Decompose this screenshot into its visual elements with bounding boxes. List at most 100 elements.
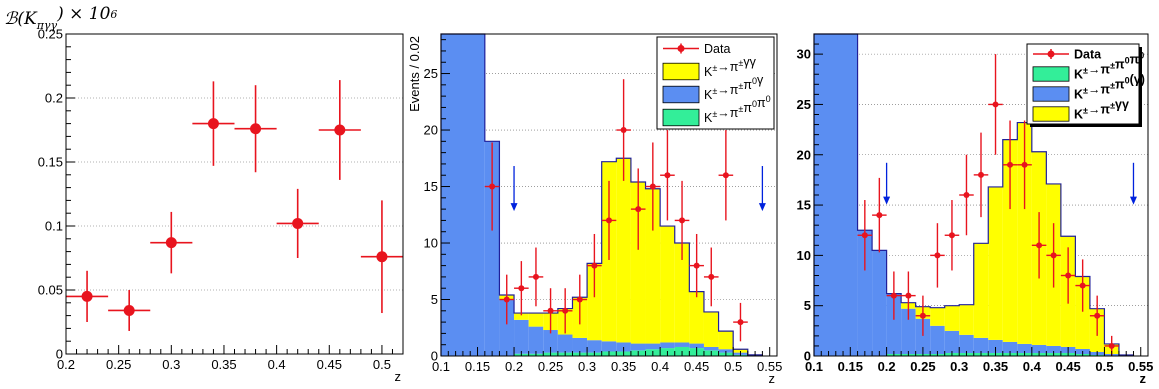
x-tick-label: 0.45 xyxy=(1055,359,1080,374)
histogram-bar xyxy=(959,334,974,353)
y-tick-label: 10 xyxy=(424,236,438,251)
y-axis-title: ℬ(Kπγγ) × 106 xyxy=(4,4,117,32)
data-point xyxy=(992,101,999,108)
histogram-bar xyxy=(484,141,500,356)
data-point xyxy=(165,237,177,249)
x-tick-label: 0.55 xyxy=(757,359,782,374)
histogram-bar xyxy=(587,340,602,353)
y-tick-label: 0 xyxy=(56,347,63,362)
legend-label: K±→π±π0(γ) xyxy=(1074,73,1145,102)
histogram-bar xyxy=(674,243,690,343)
legend-label: K±→π±π0π0 xyxy=(1074,51,1144,82)
data-point xyxy=(934,252,941,259)
histogram-bar xyxy=(630,182,646,344)
data-point xyxy=(919,312,926,319)
histogram-bar xyxy=(557,334,573,353)
legend-swatch xyxy=(1032,106,1070,122)
x-tick-label: 0.1 xyxy=(432,359,450,374)
plot-frame xyxy=(65,33,404,355)
data-point xyxy=(620,127,627,134)
x-tick-label: 0.15 xyxy=(465,359,490,374)
histogram-bar xyxy=(689,343,704,349)
histogram-bar xyxy=(1017,122,1032,344)
histogram-bar xyxy=(973,243,989,338)
data-point xyxy=(207,118,219,130)
histogram-bar xyxy=(901,308,916,354)
histogram-outline xyxy=(813,33,1135,356)
x-tick-label: 0.3 xyxy=(950,359,968,374)
legend-label: Data xyxy=(1074,48,1102,62)
histogram-bar xyxy=(703,311,719,347)
histogram-bar xyxy=(528,326,544,354)
y-tick-label: 0 xyxy=(431,349,438,364)
y-tick-label: 25 xyxy=(797,97,811,112)
x-axis-label: z xyxy=(395,369,402,384)
legend-data-marker xyxy=(677,45,685,52)
x-tick-label: 0.4 xyxy=(1023,359,1042,374)
data-point xyxy=(890,292,897,299)
histogram-bar xyxy=(944,330,960,353)
histogram-bar xyxy=(616,158,631,343)
histogram-bar xyxy=(1002,341,1018,353)
data-point xyxy=(376,251,388,263)
data-point xyxy=(1036,242,1043,249)
y-tick-label: 15 xyxy=(424,179,438,194)
y-tick-label: 30 xyxy=(797,47,811,62)
histogram-bar xyxy=(988,186,1003,340)
data-point xyxy=(708,273,715,280)
data-point xyxy=(606,217,612,224)
x-tick-label: 0.5 xyxy=(724,359,742,374)
x-tick-label: 0.1 xyxy=(805,359,823,374)
histogram-bar xyxy=(601,341,617,352)
x-tick-label: 0.15 xyxy=(838,359,863,374)
legend-swatch xyxy=(1032,86,1070,102)
data-point xyxy=(861,232,868,239)
histogram-bar xyxy=(528,313,544,327)
x-tick-label: 0.4 xyxy=(651,359,669,374)
legend-label: K±→π±π0π0 xyxy=(704,94,771,125)
data-point xyxy=(1108,342,1115,349)
histogram-bar xyxy=(930,307,945,326)
data-point xyxy=(1094,312,1101,319)
data-point xyxy=(547,307,554,314)
x-tick-label: 0.35 xyxy=(611,359,636,374)
data-point xyxy=(503,296,510,303)
histogram-bar xyxy=(988,339,1003,353)
histogram-bar xyxy=(630,343,646,351)
legend-swatch xyxy=(1032,66,1070,82)
data-point xyxy=(693,262,700,269)
data-point xyxy=(591,262,598,269)
data-point xyxy=(1021,161,1028,168)
histogram-bar xyxy=(645,343,661,350)
histogram-bar xyxy=(572,337,588,353)
histogram-bar xyxy=(514,313,529,320)
x-tick-label: 0.5 xyxy=(1095,359,1113,374)
x-tick-label: 0.25 xyxy=(538,359,563,374)
histogram-bar xyxy=(857,230,873,356)
y-tick-label: 0.15 xyxy=(38,155,63,170)
histogram-bar xyxy=(930,325,945,354)
histogram-bar xyxy=(718,349,734,353)
histogram-bar xyxy=(689,291,704,344)
data-point xyxy=(978,171,984,178)
x-tick-label: 0.55 xyxy=(1128,359,1153,374)
y-tick-label: 0.05 xyxy=(38,283,63,298)
y-tick-label: 20 xyxy=(424,123,438,138)
histogram-bar xyxy=(1075,276,1090,349)
histogram-bar xyxy=(499,299,515,356)
data-point xyxy=(664,172,671,179)
data-point xyxy=(948,232,955,239)
legend-label: Data xyxy=(704,42,730,56)
x-tick-label: 0.45 xyxy=(684,359,709,374)
histogram-bar xyxy=(1031,344,1047,353)
histogram-bar xyxy=(616,342,631,352)
data-point xyxy=(876,212,883,219)
histogram-bar xyxy=(441,34,485,356)
x-tick-label: 0.25 xyxy=(910,359,935,374)
x-tick-label: 0.45 xyxy=(317,357,342,372)
histogram-bar xyxy=(915,318,931,354)
histogram-bar xyxy=(660,342,675,349)
data-point xyxy=(679,217,686,224)
data-point xyxy=(81,290,93,302)
